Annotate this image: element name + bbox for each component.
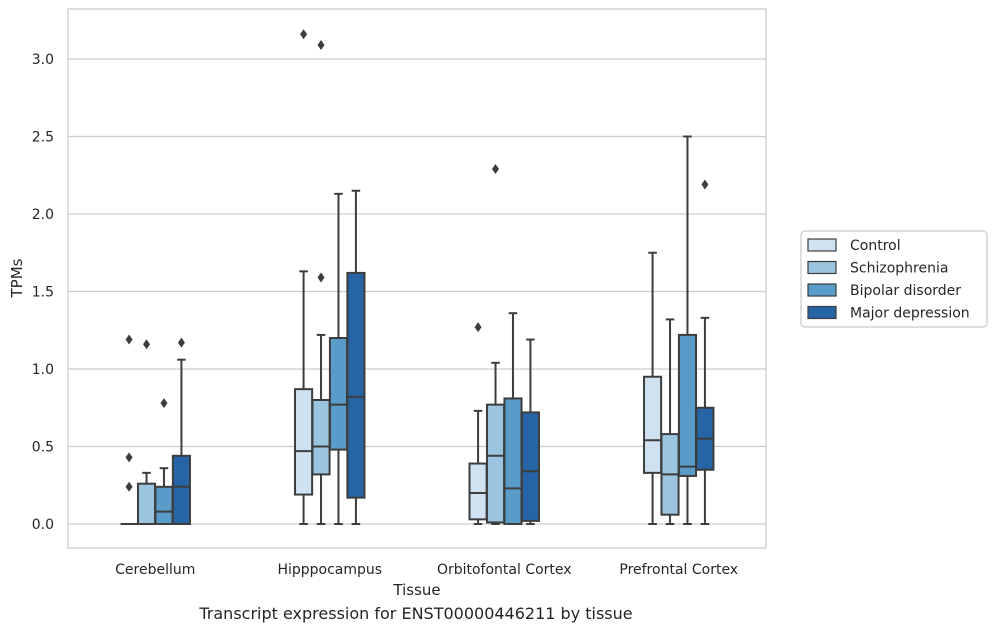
box-2-3 [677, 135, 698, 525]
outlier-point [300, 29, 308, 40]
legend-label: Schizophrenia [850, 261, 948, 277]
box-body [171, 454, 191, 525]
y-tick-label: 0.0 [32, 517, 54, 533]
box-body [154, 485, 174, 525]
box-body [520, 411, 540, 522]
box-body [346, 271, 366, 499]
legend-swatch [807, 260, 837, 275]
box-body [485, 403, 506, 524]
box-0-2 [468, 322, 488, 525]
box-body [468, 462, 488, 521]
outlier-point [125, 334, 133, 345]
y-tick-label: 1.0 [32, 362, 54, 378]
box-2-2 [503, 312, 523, 526]
y-tick-labels: 0.0 0.5 1.0 1.5 2.0 2.5 3.0 [32, 52, 54, 533]
outlier-point [177, 337, 185, 348]
outlier-point [125, 481, 133, 492]
y-tick-label: 0.5 [32, 440, 54, 456]
box-series [120, 29, 715, 526]
outlier-point [125, 452, 133, 463]
y-tick-label: 2.5 [32, 130, 54, 146]
box-0-3 [643, 251, 663, 525]
y-tick-label: 3.0 [32, 52, 54, 68]
outlier-point [474, 322, 482, 333]
box-3-3 [695, 179, 715, 525]
legend-swatch [807, 238, 837, 252]
legend-label: Major depression [850, 306, 970, 322]
box-3-2 [520, 338, 540, 525]
box-body [677, 333, 698, 477]
outlier-point [492, 164, 500, 175]
box-body [311, 399, 331, 476]
legend-label: Control [850, 238, 901, 254]
legend-swatch [807, 283, 837, 297]
legend: Control Schizophrenia Bipolar disorder Majo… [800, 230, 988, 328]
legend-label: Bipolar disorder [850, 283, 961, 299]
box-body [328, 337, 349, 451]
box-body [294, 388, 314, 496]
y-axis-label: TPMs [8, 258, 26, 298]
legend-swatch [807, 305, 837, 320]
outlier-point [160, 398, 168, 409]
outlier-point [143, 339, 151, 350]
x-tick-label: Cerebellum [115, 562, 195, 578]
y-tick-label: 1.5 [32, 285, 54, 301]
box-2-0 [154, 398, 174, 525]
outlier-point [701, 179, 709, 190]
x-tick-label: Hipppocampus [277, 562, 382, 578]
figure-caption: Transcript expression for ENST0000044621… [199, 604, 633, 623]
box-0-1 [294, 29, 314, 525]
legend-frame [800, 230, 988, 328]
box-body [643, 375, 663, 474]
x-tick-label: Prefrontal Cortex [619, 562, 738, 578]
box-3-1 [346, 189, 366, 525]
box-body [136, 482, 157, 526]
x-axis-label: Tissue [392, 581, 440, 599]
box-0-0 [120, 334, 138, 525]
x-tick-labels: Cerebellum Hipppocampus Orbitofontal Corte… [115, 562, 738, 578]
outlier-point [317, 272, 325, 283]
box-3-0 [171, 337, 191, 525]
y-tick-label: 2.0 [32, 207, 54, 223]
plot-frame [67, 8, 767, 549]
box-body [503, 397, 523, 526]
outlier-point [317, 40, 325, 51]
x-tick-label: Orbitofontal Cortex [437, 562, 572, 578]
